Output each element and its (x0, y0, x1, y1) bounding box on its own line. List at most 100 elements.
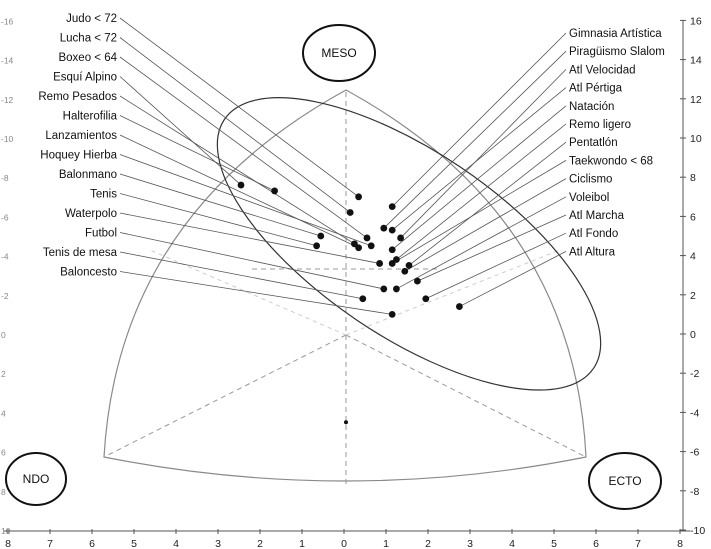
leader-line (119, 115, 275, 192)
data-points (237, 181, 463, 425)
data-point (388, 311, 396, 318)
point-label: Atl Marcha (569, 210, 625, 222)
point-labels: Judo < 72 Lucha < 72 Boxeo < 64 Esquí Alpin… (38, 13, 665, 279)
left-y-tick-label: -16 (1, 16, 14, 26)
point-label: Atl Velocidad (569, 64, 636, 76)
point-label: Halterofilia (63, 111, 118, 123)
x-tick-label: 2 (257, 538, 263, 549)
data-point (401, 267, 409, 275)
leader-line (417, 214, 567, 282)
right-y-tick-label: 12 (690, 94, 702, 106)
point-label: Baloncesto (60, 267, 117, 279)
leader-line (408, 141, 567, 266)
leader-line (119, 212, 380, 264)
point-label: Lanzamientos (45, 130, 117, 142)
point-label: Lucha < 72 (60, 33, 117, 45)
left-y-tick-label: -6 (1, 212, 9, 222)
data-point (388, 260, 396, 267)
point-label: Gimnasia Artística (569, 28, 662, 40)
x-tick-label: 7 (47, 538, 53, 549)
point-label: Boxeo < 64 (58, 52, 117, 64)
data-point (367, 242, 375, 250)
left-guide-line (149, 249, 347, 336)
left-y-tick-label: 2 (1, 369, 6, 379)
leader-line (119, 271, 393, 315)
somatotype-corner-labels: MESO NDO ECTO (5, 24, 662, 510)
right-y-tick-label: -6 (690, 447, 699, 459)
left-y-tick-label: -8 (1, 173, 9, 183)
data-point (388, 246, 396, 254)
leader-line (119, 76, 242, 186)
point-label: Futbol (85, 228, 117, 240)
leader-line (459, 251, 567, 307)
x-tick-label: 5 (551, 538, 557, 549)
x-tick-label: 4 (509, 538, 515, 549)
top-corner-ellipse (302, 24, 376, 82)
leader-line (119, 17, 359, 198)
data-point (237, 181, 245, 189)
leader-line (119, 154, 372, 247)
data-point (405, 262, 413, 269)
data-point (359, 295, 367, 303)
left-y-tick-label: 0 (1, 330, 6, 340)
data-point (355, 244, 362, 252)
right-y-tick-label: 4 (690, 251, 696, 263)
point-label: Voleibol (569, 192, 609, 204)
x-tick-label: 3 (467, 538, 473, 549)
data-point (380, 285, 388, 293)
leader-line (119, 134, 359, 249)
data-point (380, 224, 388, 232)
right-corner-ellipse (588, 452, 662, 510)
point-label: Atl Pértiga (569, 83, 623, 95)
x-tick-label: 5 (131, 538, 137, 549)
data-point (456, 303, 463, 310)
data-point (355, 193, 362, 201)
x-tick-label: 2 (425, 538, 431, 549)
leader-line (400, 69, 567, 239)
right-y-tick-label: -2 (690, 368, 699, 380)
data-point (388, 226, 396, 234)
right-y-tick-label: -8 (690, 486, 699, 498)
point-label: Waterpolo (65, 208, 117, 220)
right-y-tick-label: 6 (690, 211, 696, 223)
chart-frame (103, 89, 602, 488)
leader-line (391, 105, 567, 251)
right-corner-label: ECTO (608, 474, 641, 488)
leader-line (119, 56, 368, 239)
endo-axis-line (103, 334, 347, 458)
point-label: Natación (569, 101, 614, 113)
leader-line (383, 50, 567, 229)
point-label: Piragüismo Slalom (569, 46, 665, 58)
left-y-tick-label: -10 (1, 134, 14, 144)
ecto-axis-line (345, 334, 587, 458)
data-point (271, 187, 278, 195)
left-y-tick-label: -4 (1, 252, 9, 262)
left-y-tick-label: 6 (1, 448, 6, 458)
centroid-point (344, 420, 348, 425)
data-point (317, 232, 325, 240)
left-corner-label: NDO (23, 472, 50, 486)
leader-line (425, 232, 567, 300)
point-label: Judo < 72 (66, 13, 117, 25)
x-tick-label: 1 (383, 538, 389, 549)
top-corner-label: MESO (321, 46, 356, 60)
point-label: Balonmano (59, 169, 117, 181)
point-label: Pentatlón (569, 137, 618, 149)
leader-line (119, 173, 321, 237)
data-point (388, 203, 396, 211)
left-y-tick-label: -14 (1, 56, 14, 66)
leader-line (119, 251, 363, 300)
left-y-tick-label: -12 (1, 95, 14, 105)
leader-line (396, 123, 567, 260)
point-label: Ciclismo (569, 174, 612, 186)
x-tick-label: 1 (299, 538, 305, 549)
label-leader-lines (119, 17, 567, 315)
point-label: Atl Fondo (569, 228, 618, 240)
leader-line (119, 232, 384, 290)
leader-line (396, 196, 567, 290)
right-y-tick-label: 8 (690, 172, 696, 184)
point-label: Esquí Alpino (53, 72, 117, 84)
right-y-tick-label: -10 (690, 525, 705, 537)
right-guide-line (345, 249, 561, 336)
